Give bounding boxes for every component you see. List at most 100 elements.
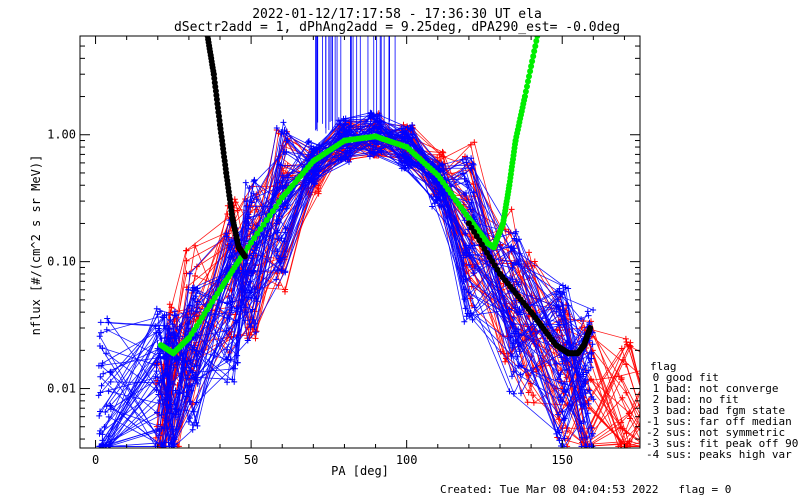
data-point — [582, 443, 589, 448]
data-point — [618, 376, 625, 383]
chart-title: 2022-01-12/17:17:58 - 17:36:30 UT ela — [252, 7, 542, 22]
data-point — [249, 306, 256, 313]
fit-dot — [257, 226, 264, 233]
data-point — [152, 373, 159, 380]
series-line — [100, 120, 590, 393]
fit-dot — [530, 53, 537, 60]
data-point — [340, 115, 347, 122]
data-point — [312, 162, 319, 169]
data-point — [342, 153, 349, 160]
series-line — [103, 134, 592, 447]
data-point — [281, 127, 288, 134]
fit-dot — [532, 43, 539, 50]
plot-data — [95, 36, 640, 448]
data-point — [510, 262, 517, 268]
data-point — [585, 312, 592, 319]
data-point — [224, 315, 230, 321]
data-point — [561, 435, 568, 442]
data-point — [306, 176, 313, 183]
data-point — [514, 353, 521, 360]
legend-entry: 3 bad: bad fgm state — [646, 404, 785, 417]
data-point — [105, 388, 112, 395]
data-point — [161, 372, 168, 379]
data-point — [250, 250, 257, 257]
data-point — [585, 367, 592, 374]
data-point — [224, 346, 230, 353]
data-point — [160, 443, 167, 448]
data-point — [315, 188, 322, 195]
data-point — [512, 304, 519, 311]
data-point — [166, 301, 173, 308]
legend-entry: 2 bad: no fit — [646, 393, 739, 406]
data-point — [619, 394, 626, 401]
data-point — [402, 164, 409, 171]
data-point — [588, 393, 595, 400]
data-point — [99, 345, 106, 352]
data-point — [193, 308, 200, 315]
data-point — [163, 311, 170, 318]
data-point — [160, 353, 166, 360]
data-point — [99, 360, 106, 367]
data-point — [99, 431, 106, 438]
data-point — [97, 408, 103, 415]
data-point — [224, 379, 231, 386]
data-point — [101, 424, 108, 430]
data-point — [433, 197, 440, 204]
y-tick-label: 0.10 — [47, 255, 76, 269]
data-point — [100, 370, 107, 377]
data-point — [467, 310, 474, 316]
data-point — [578, 420, 585, 427]
data-point — [554, 304, 561, 311]
data-point — [193, 263, 200, 270]
data-point — [183, 257, 190, 264]
data-point — [283, 179, 289, 186]
data-point — [582, 380, 589, 387]
data-point — [225, 325, 232, 332]
data-point — [107, 369, 114, 376]
data-point — [183, 389, 190, 396]
data-point — [615, 373, 622, 380]
data-point — [378, 149, 385, 155]
data-point — [469, 245, 476, 252]
data-point — [190, 374, 197, 381]
data-point — [153, 329, 159, 336]
data-point — [459, 156, 466, 163]
data-point — [167, 316, 174, 323]
data-point — [245, 220, 252, 226]
data-point — [315, 173, 322, 180]
data-point — [559, 307, 566, 314]
data-point — [468, 165, 475, 172]
data-point — [189, 285, 196, 291]
data-point — [170, 364, 177, 371]
data-point — [559, 408, 566, 415]
data-point — [556, 285, 563, 292]
data-point — [587, 364, 594, 371]
legend-entry: 1 bad: not converge — [646, 382, 778, 395]
fit-dot — [465, 220, 472, 227]
data-point — [279, 203, 286, 210]
data-point — [472, 265, 478, 272]
data-point — [531, 258, 538, 265]
data-point — [156, 432, 163, 439]
data-point — [560, 417, 567, 424]
data-point — [624, 341, 631, 348]
data-point — [502, 358, 509, 365]
fit-dot — [248, 239, 255, 246]
fit-dot — [263, 217, 270, 224]
data-point — [470, 269, 477, 276]
data-point — [343, 150, 350, 156]
data-point — [97, 389, 104, 396]
data-point — [190, 408, 197, 415]
data-point — [584, 308, 591, 315]
chart-subtitle: dSectr2add = 1, dPhAng2add = 9.25deg, dP… — [174, 20, 620, 35]
data-point — [251, 177, 258, 184]
legend-entry: -2 sus: not symmetric — [646, 426, 785, 439]
data-point — [509, 321, 516, 328]
data-point — [282, 288, 288, 295]
data-point — [530, 392, 537, 399]
data-point — [97, 373, 104, 380]
fit-dot — [276, 199, 283, 205]
data-point — [252, 329, 259, 336]
series-line — [102, 118, 582, 424]
data-point — [253, 196, 260, 203]
